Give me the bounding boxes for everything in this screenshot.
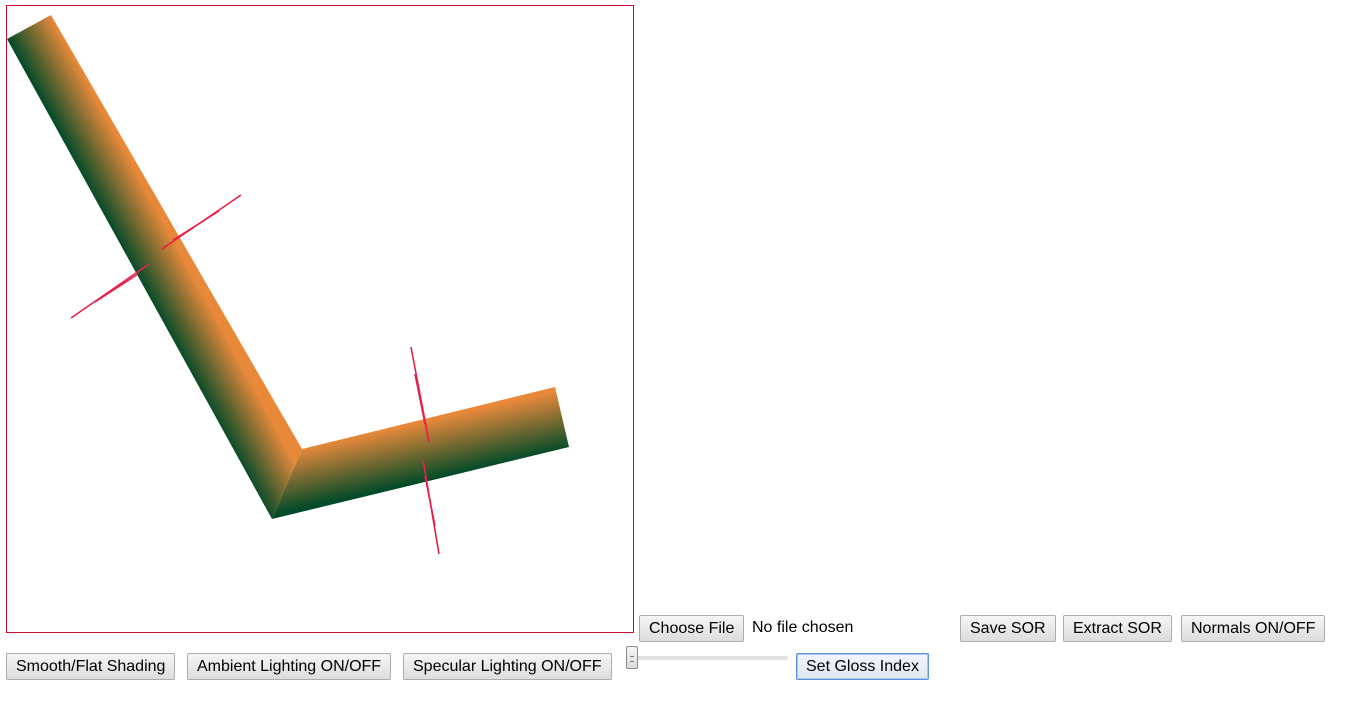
normal-line bbox=[414, 373, 426, 425]
save-sor-button[interactable]: Save SOR bbox=[960, 615, 1056, 642]
sor-render bbox=[7, 15, 569, 555]
normals-toggle-button[interactable]: Normals ON/OFF bbox=[1181, 615, 1326, 642]
file-status-text: No file chosen bbox=[752, 619, 854, 636]
ambient-lighting-toggle-button[interactable]: Ambient Lighting ON/OFF bbox=[187, 653, 392, 680]
normals-group bbox=[70, 194, 440, 555]
render-canvas[interactable] bbox=[6, 5, 634, 633]
normal-line bbox=[424, 475, 436, 527]
shading-toggle-button[interactable]: Smooth/Flat Shading bbox=[6, 653, 176, 680]
set-gloss-index-button[interactable]: Set Gloss Index bbox=[796, 653, 929, 680]
normal-line bbox=[410, 346, 430, 443]
normal-line bbox=[172, 210, 220, 241]
sor-segment-upper bbox=[7, 15, 302, 519]
slider-track[interactable] bbox=[630, 656, 788, 660]
sor-segment-lower bbox=[272, 387, 569, 519]
normal-line bbox=[70, 263, 150, 319]
slider-thumb[interactable] bbox=[626, 646, 638, 669]
specular-lighting-toggle-button[interactable]: Specular Lighting ON/OFF bbox=[403, 653, 612, 680]
gloss-index-slider[interactable] bbox=[626, 645, 788, 671]
choose-file-button[interactable]: Choose File bbox=[639, 615, 745, 642]
extract-sor-button[interactable]: Extract SOR bbox=[1063, 615, 1172, 642]
normal-line bbox=[94, 273, 139, 303]
